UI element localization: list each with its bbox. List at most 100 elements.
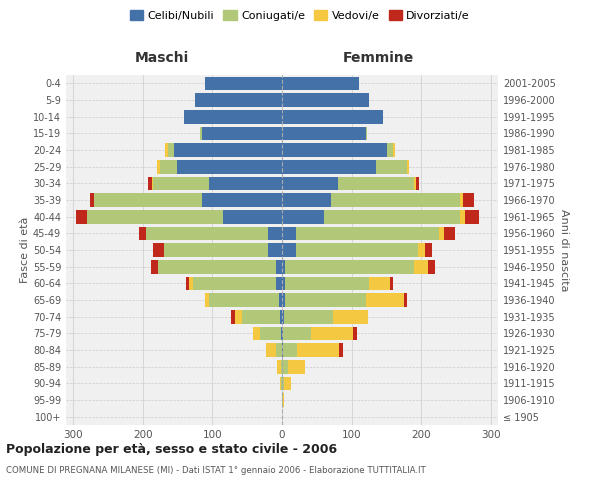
Bar bbox=[339, 343, 343, 357]
Bar bbox=[287, 360, 305, 374]
Bar bbox=[231, 310, 235, 324]
Text: COMUNE DI PREGNANA MILANESE (MI) - Dati ISTAT 1° gennaio 2006 - Elaborazione TUT: COMUNE DI PREGNANA MILANESE (MI) - Dati … bbox=[6, 466, 426, 475]
Bar bbox=[253, 326, 260, 340]
Bar bbox=[186, 276, 190, 290]
Bar bbox=[338, 176, 415, 190]
Bar bbox=[153, 243, 164, 257]
Bar bbox=[311, 326, 353, 340]
Bar bbox=[283, 393, 284, 407]
Bar bbox=[296, 243, 418, 257]
Bar bbox=[415, 260, 428, 274]
Bar bbox=[286, 293, 365, 307]
Bar bbox=[282, 293, 286, 307]
Bar bbox=[190, 276, 193, 290]
Bar bbox=[404, 293, 407, 307]
Bar bbox=[281, 360, 282, 374]
Bar bbox=[277, 343, 282, 357]
Bar bbox=[282, 210, 324, 224]
Bar bbox=[139, 226, 146, 240]
Bar bbox=[282, 110, 383, 124]
Bar bbox=[169, 143, 174, 157]
Bar bbox=[425, 243, 432, 257]
Bar bbox=[463, 193, 473, 207]
Bar bbox=[283, 326, 311, 340]
Bar bbox=[282, 76, 359, 90]
Text: Popolazione per età, sesso e stato civile - 2006: Popolazione per età, sesso e stato civil… bbox=[6, 442, 337, 456]
Bar bbox=[296, 226, 439, 240]
Bar bbox=[148, 176, 152, 190]
Bar bbox=[280, 310, 282, 324]
Bar bbox=[439, 226, 445, 240]
Bar bbox=[282, 393, 283, 407]
Bar bbox=[260, 326, 281, 340]
Bar bbox=[460, 210, 465, 224]
Bar bbox=[205, 76, 282, 90]
Bar bbox=[376, 160, 407, 173]
Bar bbox=[165, 143, 169, 157]
Bar bbox=[278, 293, 282, 307]
Bar bbox=[164, 243, 268, 257]
Bar bbox=[282, 276, 286, 290]
Bar bbox=[445, 226, 455, 240]
Bar bbox=[87, 210, 223, 224]
Bar bbox=[151, 260, 158, 274]
Bar bbox=[282, 260, 286, 274]
Bar bbox=[282, 343, 283, 357]
Bar bbox=[174, 143, 282, 157]
Bar bbox=[283, 343, 298, 357]
Bar bbox=[365, 126, 367, 140]
Bar bbox=[282, 243, 296, 257]
Bar bbox=[235, 310, 242, 324]
Bar bbox=[91, 193, 94, 207]
Bar bbox=[202, 126, 282, 140]
Bar bbox=[281, 376, 282, 390]
Bar bbox=[284, 376, 291, 390]
Bar bbox=[94, 193, 202, 207]
Bar bbox=[184, 110, 282, 124]
Bar bbox=[390, 276, 394, 290]
Bar bbox=[277, 360, 281, 374]
Bar bbox=[282, 226, 296, 240]
Bar bbox=[415, 176, 416, 190]
Bar bbox=[202, 193, 282, 207]
Bar bbox=[428, 260, 435, 274]
Y-axis label: Anni di nascita: Anni di nascita bbox=[559, 208, 569, 291]
Y-axis label: Fasce di età: Fasce di età bbox=[20, 217, 30, 283]
Text: Femmine: Femmine bbox=[343, 51, 413, 65]
Bar bbox=[158, 260, 277, 274]
Bar bbox=[281, 326, 282, 340]
Bar bbox=[76, 210, 87, 224]
Bar bbox=[209, 176, 282, 190]
Bar bbox=[333, 310, 368, 324]
Bar bbox=[284, 310, 333, 324]
Bar bbox=[277, 260, 282, 274]
Bar bbox=[200, 126, 202, 140]
Bar bbox=[365, 293, 404, 307]
Bar bbox=[160, 160, 178, 173]
Bar bbox=[282, 126, 365, 140]
Bar bbox=[324, 210, 460, 224]
Bar bbox=[282, 193, 331, 207]
Bar bbox=[268, 243, 282, 257]
Bar bbox=[195, 93, 282, 107]
Bar bbox=[280, 376, 281, 390]
Bar bbox=[146, 226, 268, 240]
Bar bbox=[282, 326, 283, 340]
Bar bbox=[465, 210, 479, 224]
Bar bbox=[331, 193, 460, 207]
Text: Maschi: Maschi bbox=[135, 51, 189, 65]
Bar bbox=[178, 160, 282, 173]
Bar bbox=[416, 176, 419, 190]
Bar bbox=[386, 143, 394, 157]
Bar bbox=[266, 343, 277, 357]
Bar bbox=[286, 276, 369, 290]
Bar bbox=[153, 176, 209, 190]
Bar bbox=[152, 176, 153, 190]
Bar bbox=[209, 293, 278, 307]
Bar bbox=[193, 276, 277, 290]
Bar bbox=[268, 226, 282, 240]
Bar bbox=[418, 243, 425, 257]
Bar bbox=[157, 160, 160, 173]
Bar bbox=[460, 193, 463, 207]
Bar bbox=[282, 160, 376, 173]
